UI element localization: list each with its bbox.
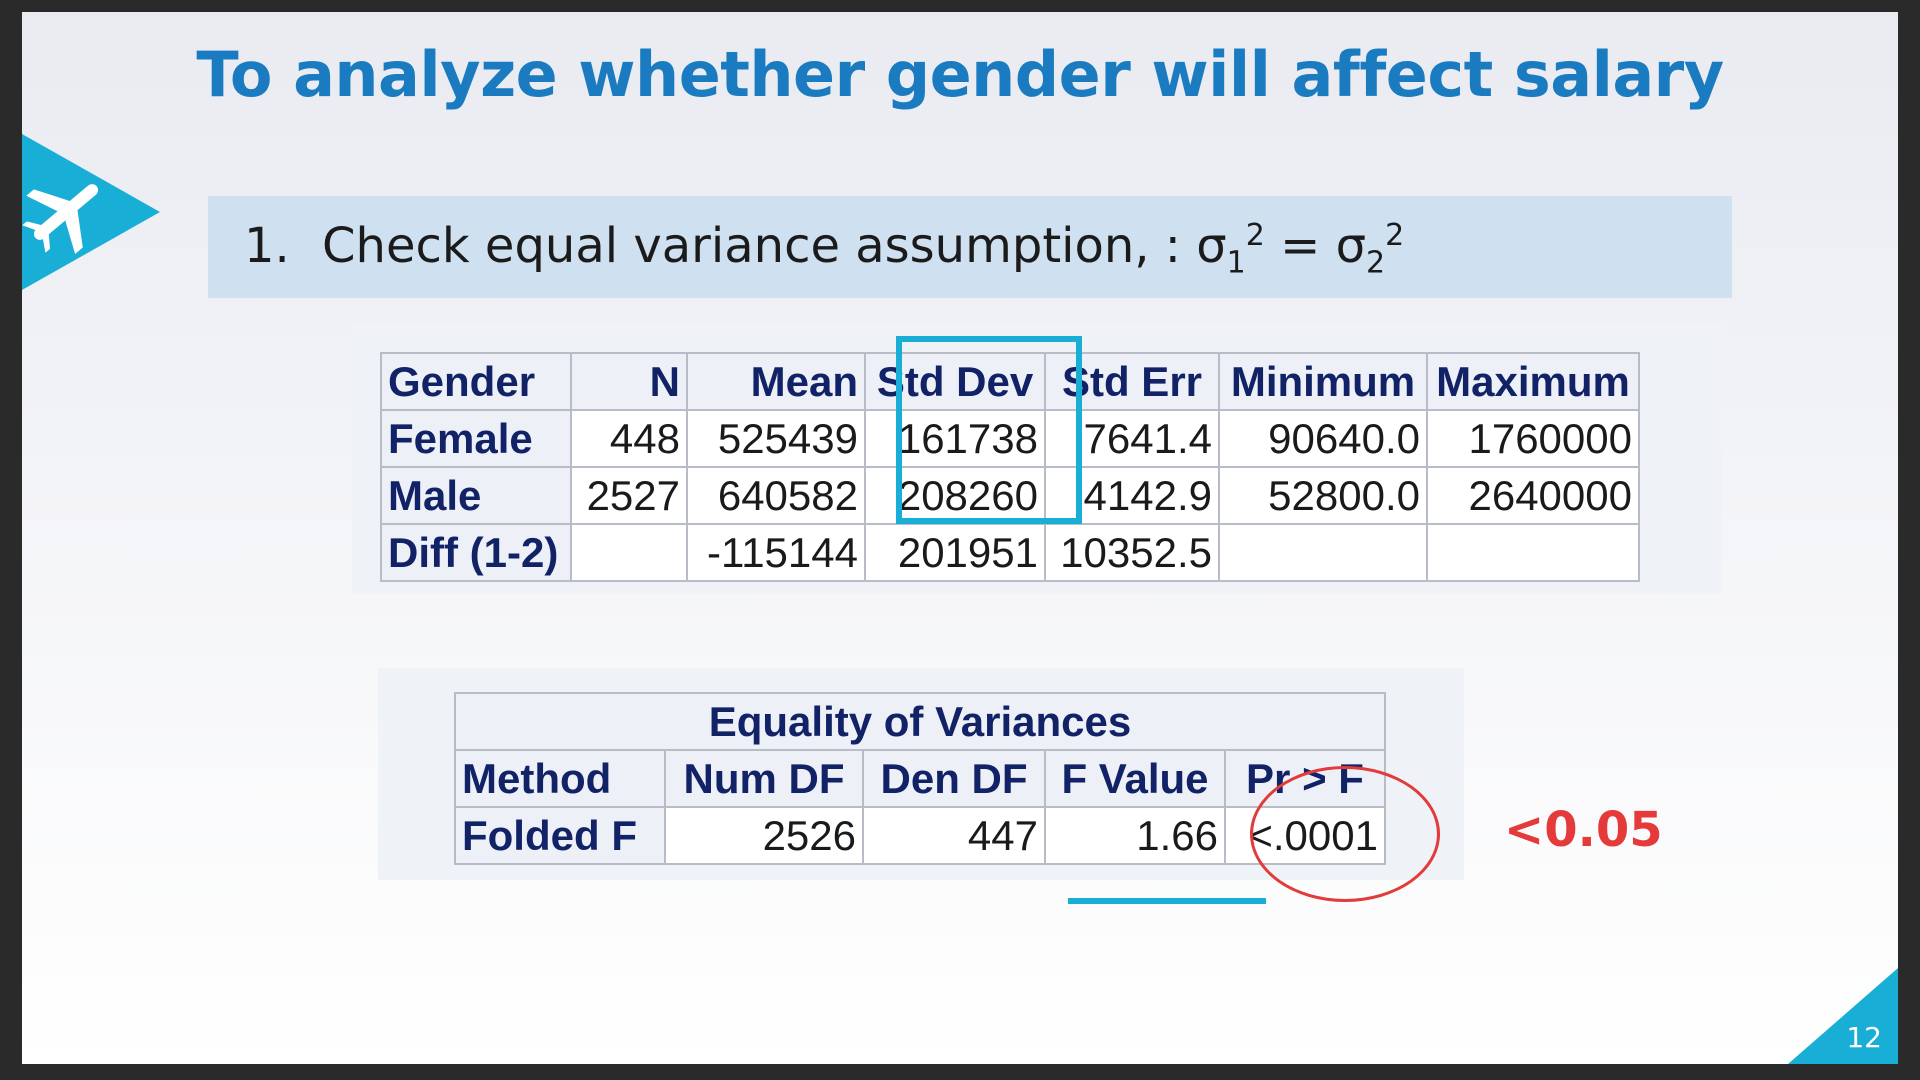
table-cell [570, 523, 688, 582]
table-cell: 640582 [686, 466, 866, 525]
step-text-prefix: Check equal variance assumption, : σ [322, 218, 1227, 274]
table-row: Diff (1-2) -115144 201951 10352.5 [380, 523, 1640, 582]
row-label: Folded F [454, 806, 666, 865]
airplane-icon [22, 134, 160, 290]
sigma1-superscript: 2 [1245, 218, 1265, 253]
page-number: 12 [1846, 1021, 1882, 1054]
table-cell: 52800.0 [1218, 466, 1428, 525]
header-f-value: F Value [1044, 749, 1226, 808]
table-cell: 448 [570, 409, 688, 468]
table-header-row: Gender N Mean Std Dev Std Err Minimum Ma… [380, 352, 1640, 411]
slide: To analyze whether gender will affect sa… [22, 12, 1898, 1064]
table-cell: 447 [862, 806, 1046, 865]
row-label: Male [380, 466, 572, 525]
header-std-dev: Std Dev [864, 352, 1046, 411]
table-cell: 2640000 [1426, 466, 1640, 525]
std-dev-highlight-box [896, 336, 1082, 524]
step-text: Check equal variance assumption, : σ12 =… [322, 218, 1404, 281]
header-minimum: Minimum [1218, 352, 1428, 411]
table-cell: 2526 [664, 806, 864, 865]
header-std-err: Std Err [1044, 352, 1220, 411]
table-row: Male 2527 640582 208260 4142.9 52800.0 2… [380, 466, 1640, 525]
f-value-underline [1068, 898, 1266, 904]
header-gender: Gender [380, 352, 572, 411]
header-mean: Mean [686, 352, 866, 411]
p-value-note: <0.05 [1504, 802, 1663, 858]
table-cell [1218, 523, 1428, 582]
table-cell: 90640.0 [1218, 409, 1428, 468]
table-row: Female 448 525439 161738 7641.4 90640.0 … [380, 409, 1640, 468]
row-label: Female [380, 409, 572, 468]
table-header-row: Method Num DF Den DF F Value Pr > F [454, 749, 1386, 808]
table-cell: 525439 [686, 409, 866, 468]
step-text-equals: = σ [1264, 218, 1366, 274]
table-cell: 201951 [864, 523, 1046, 582]
table-cell: 1.66 [1044, 806, 1226, 865]
table-cell: -115144 [686, 523, 866, 582]
corner-triangle [1788, 968, 1898, 1064]
statistics-table: Gender N Mean Std Dev Std Err Minimum Ma… [380, 352, 1640, 582]
p-value-highlight-circle [1250, 766, 1440, 902]
equality-of-variances-table: Equality of Variances Method Num DF Den … [454, 692, 1386, 865]
sigma2-superscript: 2 [1385, 218, 1405, 253]
table-cell: 7641.4 [1044, 409, 1220, 468]
header-method: Method [454, 749, 666, 808]
table-cell [1426, 523, 1640, 582]
header-num-df: Num DF [664, 749, 864, 808]
step-number: 1. [244, 218, 290, 274]
sigma1-subscript: 1 [1226, 245, 1246, 281]
sigma2-subscript: 2 [1365, 245, 1386, 281]
table-cell: 10352.5 [1044, 523, 1220, 582]
table-cell: 208260 [864, 466, 1046, 525]
table-cell: 161738 [864, 409, 1046, 468]
table-cell: 4142.9 [1044, 466, 1220, 525]
row-label: Diff (1-2) [380, 523, 572, 582]
table-caption: Equality of Variances [454, 692, 1386, 751]
table-caption-row: Equality of Variances [454, 692, 1386, 751]
table-row: Folded F 2526 447 1.66 <.0001 [454, 806, 1386, 865]
table-cell: 1760000 [1426, 409, 1640, 468]
slide-title: To analyze whether gender will affect sa… [196, 38, 1724, 111]
header-maximum: Maximum [1426, 352, 1640, 411]
table-cell: 2527 [570, 466, 688, 525]
assumption-banner: 1. Check equal variance assumption, : σ1… [208, 196, 1732, 298]
header-den-df: Den DF [862, 749, 1046, 808]
header-n: N [570, 352, 688, 411]
